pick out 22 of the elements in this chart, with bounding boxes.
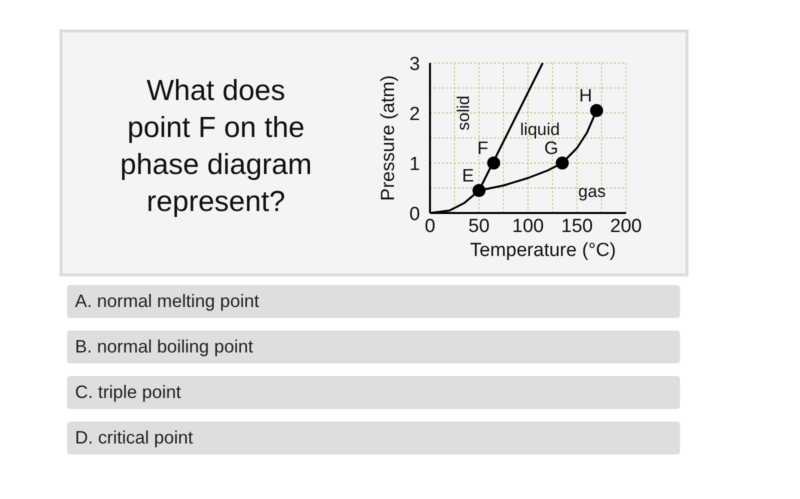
y-tick-label: 2 [409,104,420,125]
y-axis-title: Pressure (atm) [378,75,399,201]
text: What does point F on the phase diagram represent? [120,75,312,218]
x-tick-label: 100 [512,216,544,237]
text: D. critical point [75,428,194,448]
annotation: G [544,138,558,158]
annotation: liquid [520,120,560,139]
annotation: H [579,86,592,106]
text: C. triple point [75,382,182,402]
annotation: solid [454,96,473,130]
text: A. normal melting point [75,291,260,311]
x-tick-label: 150 [561,216,593,237]
x-tick-label: 200 [610,216,642,237]
x-tick-label: 50 [468,216,490,237]
annotation: gas [578,182,606,201]
text: B. normal boiling point [75,336,254,356]
y-tick-label: 3 [409,54,420,75]
x-tick-label: 0 [424,216,436,237]
x-axis-title: Temperature (°C) [470,240,616,261]
y-tick-label: 1 [409,154,420,175]
annotation: F [477,138,488,158]
annotation: E [462,166,474,186]
